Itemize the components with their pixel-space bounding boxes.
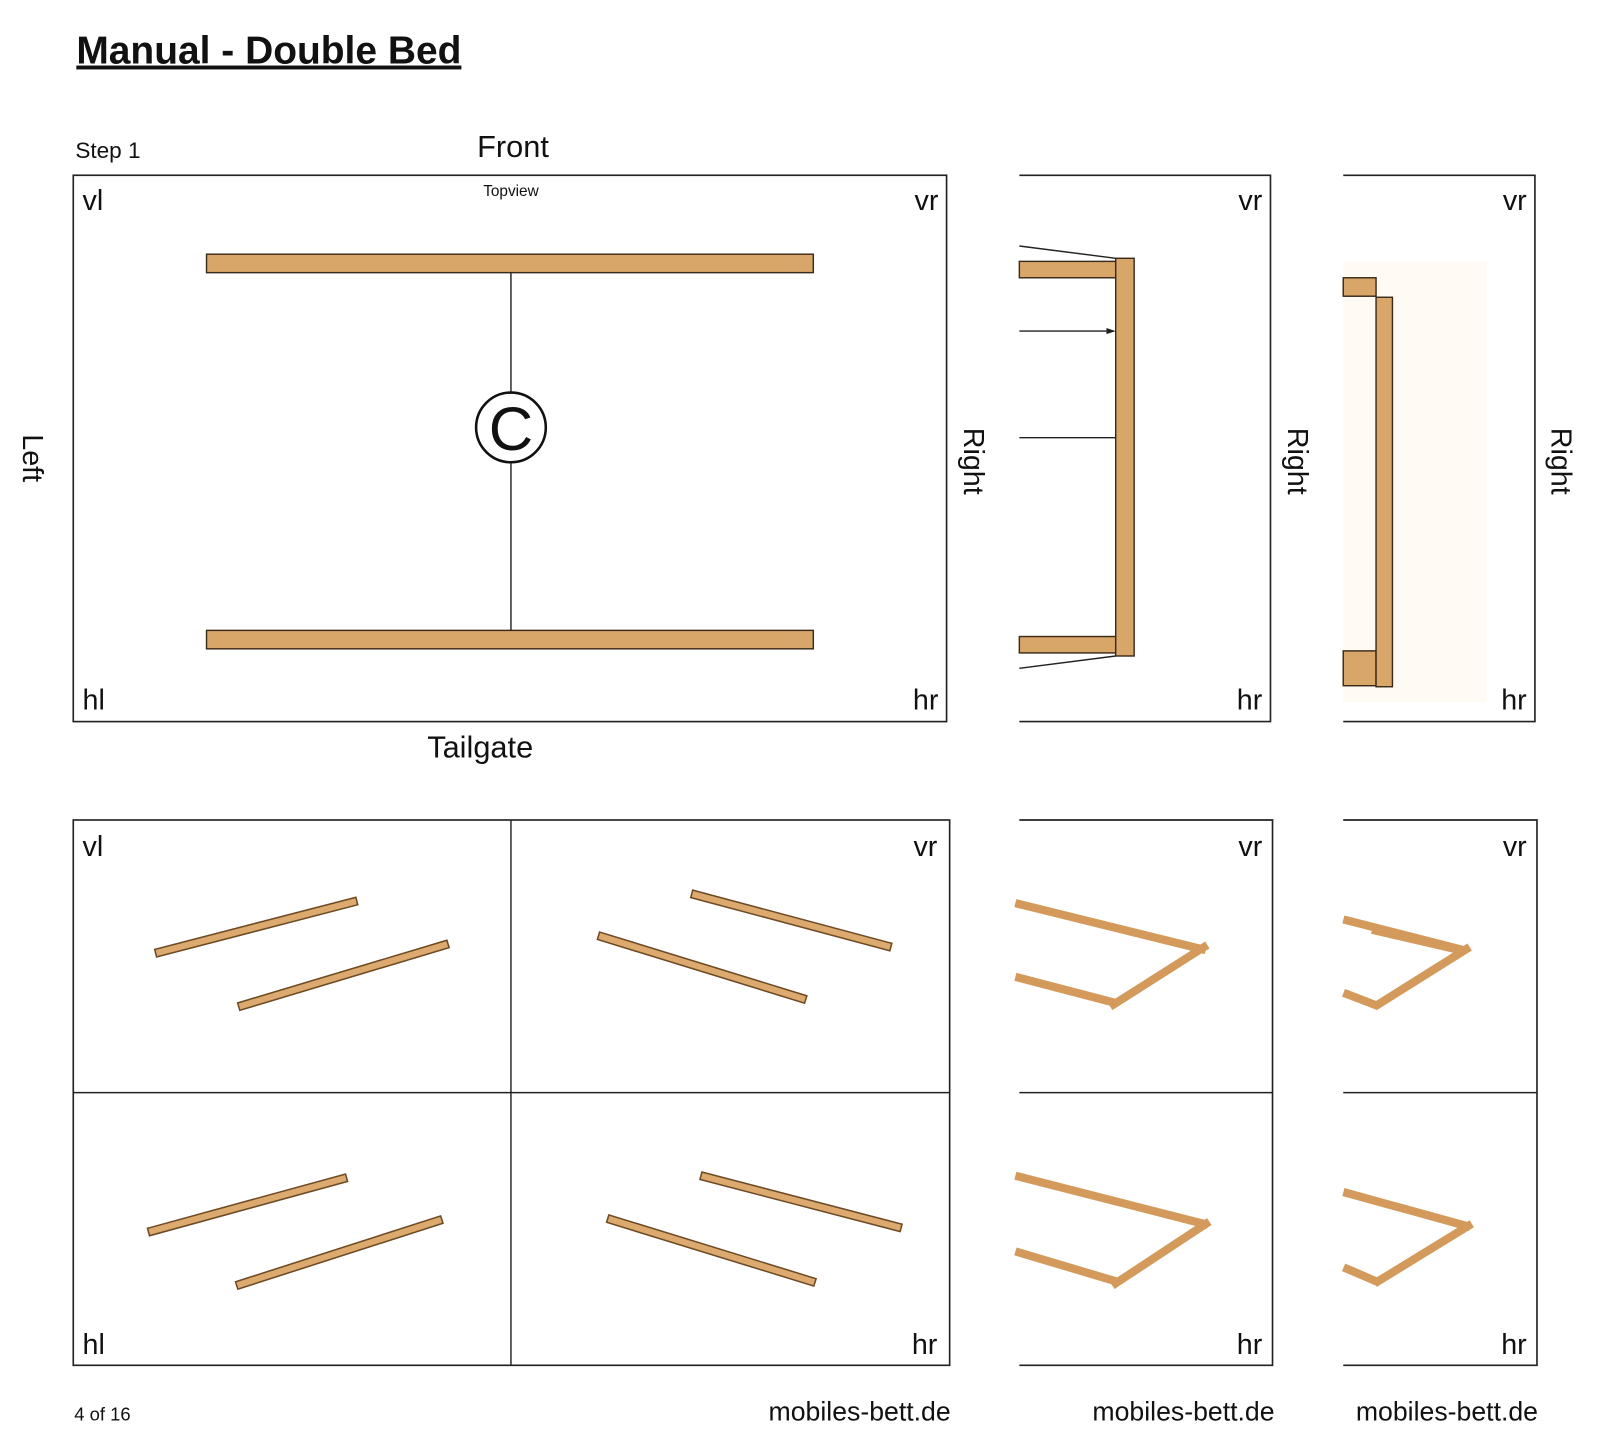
corner: hr <box>1237 1329 1263 1361</box>
side-label: Left <box>16 434 48 482</box>
corner: hl <box>83 684 105 716</box>
corner: vr <box>1238 185 1262 217</box>
side-view: vr hr <box>1342 174 1536 723</box>
side-view: vr hr <box>1018 174 1272 723</box>
perspective-panel: vl vr hl hr <box>72 819 951 1367</box>
side-label: Right <box>1281 428 1313 495</box>
footer-site: mobiles-bett.de <box>1092 1397 1274 1427</box>
step: Step 1 <box>75 138 140 163</box>
corner: hr <box>912 1329 938 1361</box>
corner: hr <box>1501 684 1527 716</box>
side-perspective: vr hr <box>1014 819 1274 1367</box>
front-label: Front <box>477 129 549 164</box>
corner: vl <box>83 831 104 863</box>
corner: hr <box>913 684 939 716</box>
tailgate-label: Tailgate <box>427 729 533 764</box>
topview-panel: Topview vl vr hl hr C <box>72 174 948 723</box>
footer-site: mobiles-bett.de <box>1356 1397 1538 1427</box>
side-label: Right <box>957 428 989 495</box>
part-label: C <box>489 395 533 464</box>
corner: vr <box>1503 831 1527 863</box>
corner: vl <box>83 185 104 217</box>
corner: hr <box>1501 1329 1527 1361</box>
corner: vr <box>913 831 937 863</box>
corner: vr <box>914 185 938 217</box>
corner: vr <box>1238 831 1262 863</box>
topview-caption: Topview <box>483 183 539 200</box>
side-perspective: vr hr <box>1341 819 1538 1367</box>
page-number: 4 of 16 <box>74 1404 130 1425</box>
corner: hl <box>83 1329 105 1361</box>
corner: hr <box>1237 684 1263 716</box>
side-label: Right <box>1544 428 1576 495</box>
footer-site: mobiles-bett.de <box>769 1397 951 1427</box>
corner: vr <box>1503 185 1527 217</box>
title: Manual - Double Bed <box>76 30 461 73</box>
